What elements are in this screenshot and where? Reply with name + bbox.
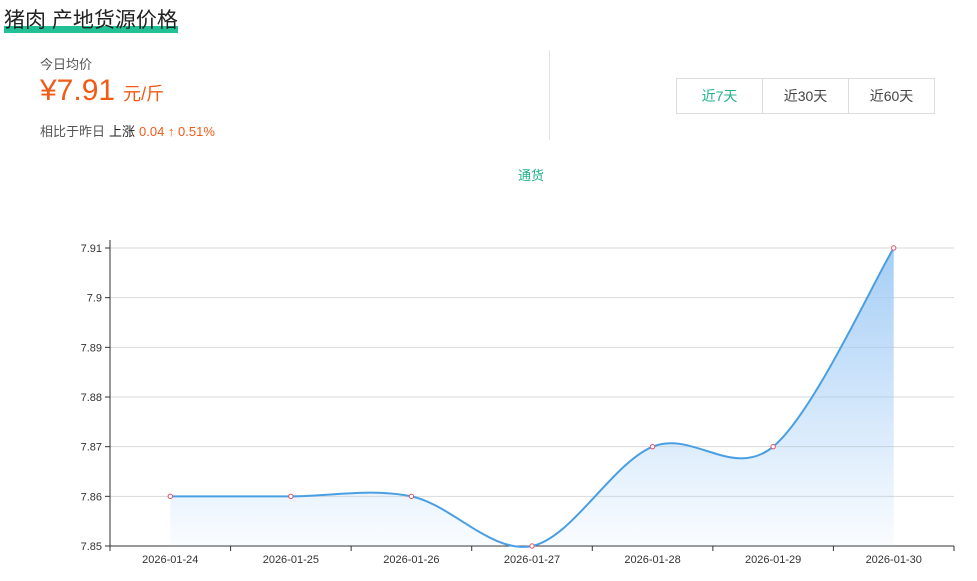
data-point — [529, 543, 535, 549]
range-tabs: 近7天 近30天 近60天 — [676, 78, 935, 114]
compare-label: 相比于昨日 — [40, 124, 106, 139]
x-tick-label: 2026-01-26 — [383, 554, 439, 566]
tab-7-days[interactable]: 近7天 — [677, 79, 762, 113]
tab-60-days[interactable]: 近60天 — [848, 79, 934, 113]
y-tick-label: 7.87 — [81, 442, 102, 454]
price-display: ¥7.91 元/斤 — [40, 74, 164, 108]
compare-change: 0.04 ↑ 0.51% — [139, 124, 215, 139]
data-point — [891, 245, 897, 251]
y-tick-label: 7.91 — [81, 243, 102, 255]
data-point — [167, 493, 173, 500]
x-tick-label: 2026-01-28 — [624, 554, 680, 566]
y-tick-label: 7.89 — [81, 342, 102, 354]
x-tick-label: 2026-01-29 — [745, 554, 801, 566]
compare-line: 相比于昨日 上涨 0.04 ↑ 0.51% — [40, 121, 215, 140]
y-tick-label: 7.85 — [81, 541, 102, 553]
data-point — [770, 443, 776, 450]
x-tick-label: 2026-01-27 — [504, 554, 560, 566]
today-average-label: 今日均价 — [40, 57, 93, 72]
legend-item[interactable]: 通货 — [518, 168, 544, 183]
price-unit: 元/斤 — [123, 84, 165, 104]
y-tick-label: 7.88 — [81, 392, 102, 404]
series-area — [170, 248, 894, 547]
title-underline — [4, 26, 178, 33]
data-point — [288, 493, 294, 500]
tab-30-days[interactable]: 近30天 — [762, 79, 848, 113]
data-point — [649, 443, 656, 450]
title-block: 猪肉 产地货源价格 — [4, 4, 178, 34]
page-title: 猪肉 产地货源价格 — [4, 9, 178, 32]
x-tick-label: 2026-01-30 — [866, 554, 922, 566]
data-point — [408, 493, 415, 500]
y-tick-label: 7.86 — [81, 491, 102, 503]
price-chart: 通货 7.85 7.86 7.87 7.88 7.89 7.9 7.91 2026-01-24… — [81, 168, 955, 566]
vertical-divider — [549, 50, 550, 140]
series-line — [170, 247, 895, 548]
x-tick-label: 2026-01-24 — [142, 554, 198, 566]
x-tick-label: 2026-01-25 — [263, 554, 319, 566]
compare-direction: 上涨 — [109, 124, 136, 139]
y-tick-label: 7.9 — [87, 293, 102, 305]
price-value: ¥7.91 — [40, 74, 116, 107]
